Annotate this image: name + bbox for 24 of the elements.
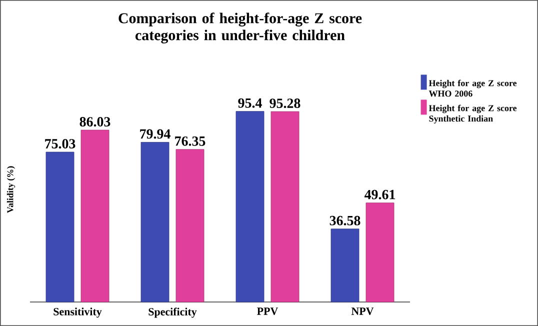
bar <box>270 111 300 302</box>
x-tick-label: PPV <box>257 308 278 315</box>
x-tick-label: Specificity <box>148 308 197 318</box>
data-label: 95.28 <box>270 98 300 108</box>
data-label: 79.94 <box>140 129 170 139</box>
bar <box>140 142 170 302</box>
bar <box>176 149 204 302</box>
bar <box>236 111 264 302</box>
x-tick-label: Sensitivity <box>54 308 102 318</box>
bar <box>366 202 394 302</box>
x-tick-label: NPV <box>351 308 374 315</box>
bar <box>46 152 74 302</box>
chart-title: Comparison of height-for-age Z score categories in under-five children <box>118 12 362 44</box>
bar <box>330 228 360 302</box>
bar <box>80 130 110 302</box>
data-label: 76.35 <box>175 136 206 146</box>
y-axis-title: Validity (%) <box>6 166 16 214</box>
legend-label: Height for age Z score WHO 2006 <box>428 80 517 97</box>
data-label: 95.4 <box>238 98 262 108</box>
data-label: 75.03 <box>45 139 76 149</box>
data-label: 36.58 <box>330 216 360 226</box>
legend-label: Height for age Z score Synthetic Indian <box>428 104 517 124</box>
data-label: 49.61 <box>364 190 395 200</box>
data-label: 86.03 <box>80 117 110 127</box>
